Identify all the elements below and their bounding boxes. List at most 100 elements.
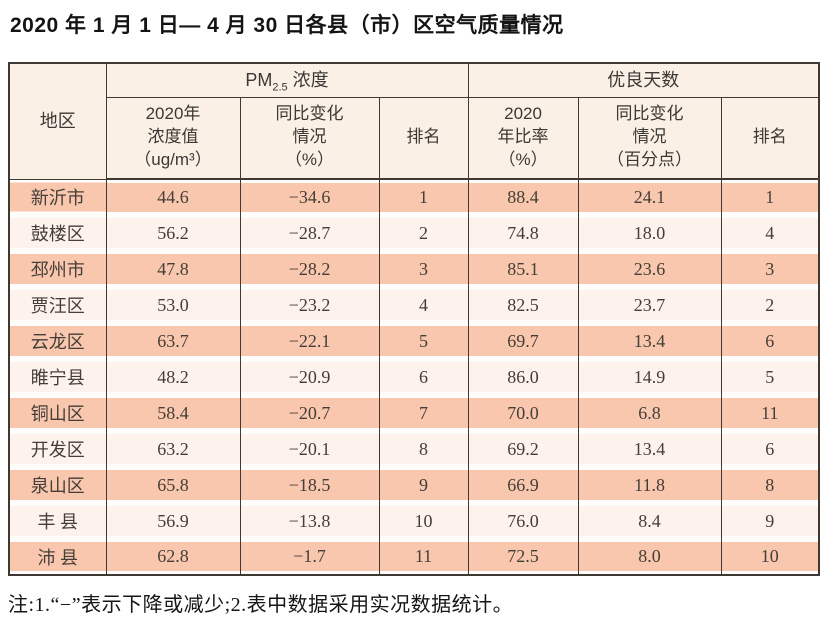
region-cell: 睢宁县 <box>9 359 107 395</box>
table-row: 泉山区 65.8 −18.5 9 66.9 11.8 8 <box>9 467 820 503</box>
pm-label: PM <box>245 70 273 91</box>
good-change-cell: 6.8 <box>578 395 722 431</box>
pm-change-cell: −18.5 <box>240 467 380 503</box>
good-days-group-header: 优良天数 <box>468 63 820 98</box>
pm-value-cell: 63.7 <box>106 323 241 359</box>
pm-rank-cell: 5 <box>379 323 469 359</box>
pm-value-cell: 65.8 <box>106 467 241 503</box>
good-change-cell: 13.4 <box>578 323 722 359</box>
region-cell: 沛 县 <box>9 539 107 575</box>
good-rank-header: 排名 <box>721 97 820 180</box>
pm-rank-cell: 3 <box>379 251 469 287</box>
region-cell: 丰 县 <box>9 503 107 539</box>
table-body: 新沂市 44.6 −34.6 1 88.4 24.1 1 鼓楼区 56.2 −28.7 2 74.8 1… <box>9 179 820 575</box>
region-cell: 新沂市 <box>9 179 107 215</box>
good-ratio-cell: 66.9 <box>468 467 579 503</box>
pm-value-cell: 62.8 <box>106 539 241 575</box>
pm-rank-cell: 10 <box>379 503 469 539</box>
pm-subscript: 2.5 <box>272 81 288 94</box>
good-change-cell: 8.4 <box>578 503 722 539</box>
good-rank-cell: 6 <box>721 323 820 359</box>
pm-change-cell: −22.1 <box>240 323 380 359</box>
header-group-row: 地区 PM2.5 浓度 优良天数 <box>9 63 820 180</box>
table-row: 开发区 63.2 −20.1 8 69.2 13.4 6 <box>9 431 820 467</box>
region-cell: 邳州市 <box>9 251 107 287</box>
table-row: 鼓楼区 56.2 −28.7 2 74.8 18.0 4 <box>9 215 820 251</box>
table-header: 地区 PM2.5 浓度 优良天数 2020年 浓度值 （ug/m³） 同比变化 … <box>9 63 820 180</box>
air-quality-table: 地区 PM2.5 浓度 优良天数 2020年 浓度值 （ug/m³） 同比变化 … <box>8 62 821 576</box>
pm-change-cell: −23.2 <box>240 287 380 323</box>
good-rank-cell: 9 <box>721 503 820 539</box>
region-cell: 贾汪区 <box>9 287 107 323</box>
good-ratio-cell: 69.2 <box>468 431 579 467</box>
pm-change-cell: −20.1 <box>240 431 380 467</box>
good-rank-cell: 8 <box>721 467 820 503</box>
pm-rank-cell: 4 <box>379 287 469 323</box>
pm-value-cell: 58.4 <box>106 395 241 431</box>
pm-value-cell: 56.2 <box>106 215 241 251</box>
good-change-cell: 11.8 <box>578 467 722 503</box>
good-rank-cell: 5 <box>721 359 820 395</box>
pm-change-cell: −28.2 <box>240 251 380 287</box>
table-row: 铜山区 58.4 −20.7 7 70.0 6.8 11 <box>9 395 820 431</box>
good-change-cell: 23.6 <box>578 251 722 287</box>
page-title: 2020 年 1 月 1 日— 4 月 30 日各县（市）区空气质量情况 <box>10 14 564 37</box>
good-ratio-cell: 70.0 <box>468 395 579 431</box>
good-change-cell: 18.0 <box>578 215 722 251</box>
good-ratio-cell: 69.7 <box>468 323 579 359</box>
table-row: 新沂市 44.6 −34.6 1 88.4 24.1 1 <box>9 179 820 215</box>
good-ratio-cell: 76.0 <box>468 503 579 539</box>
pm-change-header: 同比变化 情况 （%） <box>240 97 380 180</box>
table-row: 贾汪区 53.0 −23.2 4 82.5 23.7 2 <box>9 287 820 323</box>
header-sub-row: 2020年 浓度值 （ug/m³） 同比变化 情况 （%） 排名 2020 年比… <box>9 97 820 180</box>
pm-change-cell: −20.7 <box>240 395 380 431</box>
region-cell: 铜山区 <box>9 395 107 431</box>
pm-value-cell: 48.2 <box>106 359 241 395</box>
good-rank-cell: 3 <box>721 251 820 287</box>
good-rank-cell: 4 <box>721 215 820 251</box>
good-rank-cell: 6 <box>721 431 820 467</box>
pm-value-cell: 56.9 <box>106 503 241 539</box>
pm-change-cell: −28.7 <box>240 215 380 251</box>
good-ratio-cell: 86.0 <box>468 359 579 395</box>
pm-value-cell: 47.8 <box>106 251 241 287</box>
table-row: 云龙区 63.7 −22.1 5 69.7 13.4 6 <box>9 323 820 359</box>
table-row: 沛 县 62.8 −1.7 11 72.5 8.0 10 <box>9 539 820 575</box>
region-cell: 开发区 <box>9 431 107 467</box>
pm-rank-header: 排名 <box>379 97 469 180</box>
footnote: 注:1.“−”表示下降或减少;2.表中数据采用实况数据统计。 <box>8 594 514 616</box>
good-ratio-cell: 82.5 <box>468 287 579 323</box>
good-change-header: 同比变化 情况 （百分点） <box>578 97 722 180</box>
pm-change-cell: −1.7 <box>240 539 380 575</box>
good-rank-cell: 2 <box>721 287 820 323</box>
pm-rank-cell: 6 <box>379 359 469 395</box>
pm-change-cell: −34.6 <box>240 179 380 215</box>
good-ratio-cell: 72.5 <box>468 539 579 575</box>
good-rank-cell: 10 <box>721 539 820 575</box>
good-rank-cell: 11 <box>721 395 820 431</box>
region-cell: 鼓楼区 <box>9 215 107 251</box>
pm-suffix: 浓度 <box>287 70 329 91</box>
good-ratio-cell: 85.1 <box>468 251 579 287</box>
pm-rank-cell: 1 <box>379 179 469 215</box>
good-change-cell: 8.0 <box>578 539 722 575</box>
region-cell: 泉山区 <box>9 467 107 503</box>
pm-rank-cell: 11 <box>379 539 469 575</box>
pm-group-header: PM2.5 浓度 <box>106 63 469 98</box>
table-row: 睢宁县 48.2 −20.9 6 86.0 14.9 5 <box>9 359 820 395</box>
good-ratio-cell: 88.4 <box>468 179 579 215</box>
region-header: 地区 <box>9 63 107 180</box>
pm-rank-cell: 9 <box>379 467 469 503</box>
table-row: 丰 县 56.9 −13.8 10 76.0 8.4 9 <box>9 503 820 539</box>
good-rank-cell: 1 <box>721 179 820 215</box>
good-ratio-header: 2020 年比率 （%） <box>468 97 579 180</box>
good-ratio-cell: 74.8 <box>468 215 579 251</box>
good-change-cell: 24.1 <box>578 179 722 215</box>
good-change-cell: 14.9 <box>578 359 722 395</box>
table-row: 邳州市 47.8 −28.2 3 85.1 23.6 3 <box>9 251 820 287</box>
good-change-cell: 13.4 <box>578 431 722 467</box>
pm-value-cell: 53.0 <box>106 287 241 323</box>
pm-value-cell: 63.2 <box>106 431 241 467</box>
good-change-cell: 23.7 <box>578 287 722 323</box>
